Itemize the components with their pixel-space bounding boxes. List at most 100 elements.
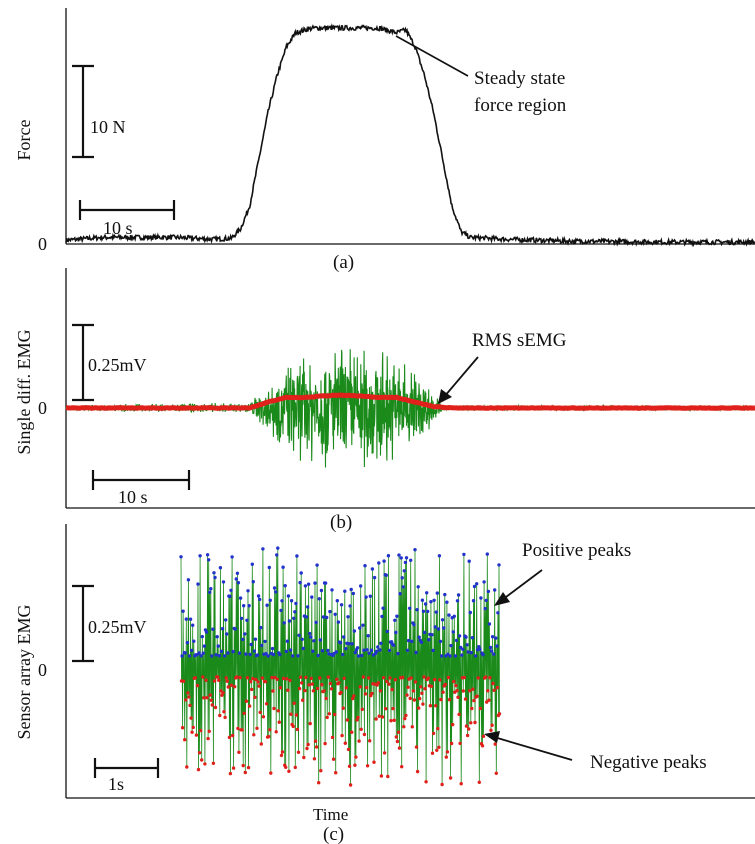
- positive-peak-point: [470, 636, 475, 640]
- positive-peak-point: [299, 571, 303, 575]
- negative-peak-point: [306, 742, 310, 747]
- negative-peak-point: [191, 725, 195, 730]
- negative-peak-point: [360, 707, 364, 711]
- positive-peak-point: [395, 614, 399, 618]
- panel-a-y-scalebar: [72, 64, 94, 159]
- positive-peak-point: [379, 641, 383, 645]
- negative-peak-point: [287, 769, 291, 773]
- negative-peak-point: [400, 765, 404, 769]
- positive-peak-point: [370, 567, 375, 571]
- positive-peak-point: [429, 600, 433, 604]
- negative-peak-point: [470, 706, 474, 711]
- negative-peak-point: [310, 682, 314, 686]
- positive-peak-point: [280, 599, 284, 603]
- positive-peak-point: [362, 648, 366, 652]
- positive-peak-point: [252, 649, 257, 653]
- negative-peak-point: [231, 766, 236, 770]
- negative-peak-point: [325, 715, 329, 720]
- negative-peak-point: [257, 684, 261, 688]
- positive-peak-point: [495, 644, 499, 648]
- negative-peak-point: [424, 780, 428, 784]
- positive-peak-point: [218, 566, 223, 570]
- panel-b-ylabel: Single diff. EMG: [14, 329, 34, 454]
- negative-peak-point: [200, 758, 204, 762]
- negative-peak-point: [187, 695, 191, 699]
- negative-peak-point: [444, 755, 448, 759]
- positive-peak-point: [347, 642, 351, 646]
- negative-peak-point: [240, 728, 244, 732]
- negative-peak-point: [267, 734, 271, 739]
- positive-peak-point: [356, 654, 361, 658]
- negative-peak-point: [344, 686, 348, 690]
- negative-peak-point: [463, 697, 468, 701]
- negative-peak-point: [253, 695, 257, 699]
- negative-peak-point: [473, 720, 477, 725]
- negative-peak-point: [324, 696, 328, 701]
- negative-peak-point: [323, 741, 327, 746]
- negative-peak-point: [448, 776, 453, 780]
- positive-peak-point: [298, 580, 302, 585]
- positive-peak-point: [419, 640, 424, 644]
- positive-peak-point: [300, 637, 304, 641]
- positive-peak-point: [224, 618, 228, 622]
- negative-peak-point: [222, 710, 226, 714]
- negative-peak-point: [414, 745, 419, 749]
- negative-peak-point: [268, 728, 272, 732]
- negative-peak-point: [458, 741, 462, 746]
- positive-peak-point: [393, 618, 397, 622]
- negative-peak-point: [277, 720, 281, 724]
- panel-b-zero-label: 0: [38, 398, 47, 418]
- positive-peak-point: [492, 652, 496, 656]
- positive-peak-point: [183, 651, 187, 655]
- positive-peak-point: [355, 646, 360, 650]
- positive-peak-point: [420, 598, 425, 602]
- negative-peak-point: [297, 686, 302, 691]
- negative-peak-point: [384, 707, 388, 711]
- negative-peak-point: [252, 733, 256, 737]
- positive-peak-point: [336, 620, 341, 624]
- positive-peak-point: [313, 581, 317, 585]
- positive-peak-point: [430, 633, 434, 637]
- negative-peak-point: [415, 769, 420, 774]
- positive-peak-point: [221, 580, 226, 584]
- negative-peak-point: [348, 783, 353, 787]
- positive-peak-point: [451, 630, 455, 634]
- positive-peak-point: [427, 638, 431, 642]
- positive-peak-point: [377, 561, 381, 565]
- negative-peak-point: [281, 676, 286, 681]
- positive-peak-point: [415, 608, 419, 612]
- negative-peak-point: [260, 676, 264, 680]
- positive-peak-point: [246, 589, 250, 593]
- negative-peak-point: [278, 686, 283, 690]
- positive-peak-point: [335, 599, 339, 603]
- positive-peak-point: [384, 573, 388, 577]
- positive-peak-point: [479, 596, 483, 600]
- negative-peak-point: [423, 687, 427, 691]
- positive-peak-point: [205, 553, 210, 557]
- negative-peak-point: [304, 675, 308, 680]
- negative-peak-point: [378, 689, 383, 693]
- positive-peak-point: [239, 616, 244, 621]
- negative-peak-point: [208, 693, 212, 697]
- positive-peak-point: [481, 653, 485, 657]
- positive-peak-point: [200, 634, 204, 639]
- negative-peak-point: [475, 694, 479, 698]
- positive-peak-point: [179, 555, 183, 559]
- negative-peak-point: [205, 696, 209, 700]
- negative-peak-point: [391, 706, 395, 711]
- positive-peak-point: [294, 601, 298, 606]
- positive-peak-point: [197, 651, 201, 655]
- positive-peak-point: [233, 627, 237, 631]
- positive-peak-point: [270, 646, 275, 651]
- panel-b-y-scalebar-label: 0.25mV: [88, 355, 147, 375]
- negative-peak-point: [439, 697, 443, 702]
- negative-peak-point: [216, 675, 220, 679]
- panel-a-zero-label: 0: [38, 234, 47, 254]
- positive-peak-point: [323, 581, 328, 585]
- positive-peak-point: [219, 649, 224, 653]
- positive-peak-point: [488, 645, 493, 650]
- negative-peak-point: [350, 730, 354, 734]
- panel-a-y-scalebar-label: 10 N: [90, 117, 126, 137]
- positive-peak-point: [237, 651, 242, 655]
- positive-peak-point: [297, 633, 301, 637]
